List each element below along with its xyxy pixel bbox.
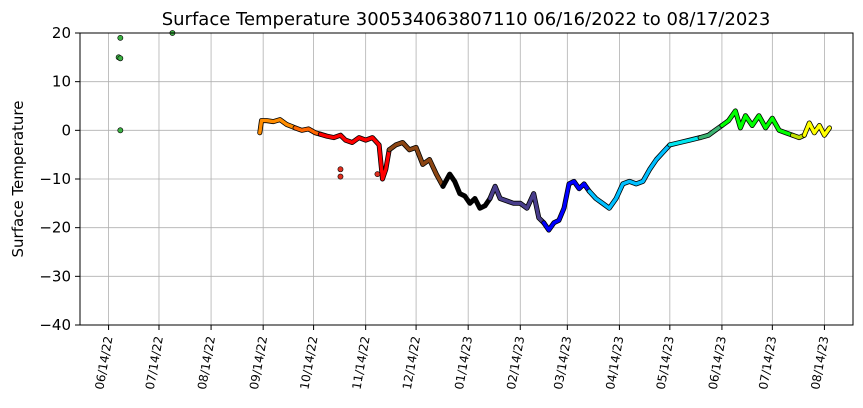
series-line-6 [542,179,591,232]
series-line-0 [258,117,297,135]
series-line-4 [441,172,492,210]
series-line-5 [488,184,546,225]
y-tick-label: −20 [39,219,71,237]
outlier-point [374,171,381,178]
series-line-1 [293,126,322,136]
y-axis-label: Surface Temperature [9,101,27,258]
series-line-9 [698,123,724,140]
y-tick-label: −10 [39,170,71,188]
y-tick-label: 0 [61,121,71,139]
outlier-point [337,166,344,173]
series-line-2 [318,132,391,181]
series-layer [257,108,832,233]
y-tick-label: 10 [52,73,71,91]
series-line-3 [387,140,445,189]
series-line-7 [587,143,672,210]
series-line-12 [802,121,832,137]
outlier-point [337,173,344,180]
outlier-point [117,127,124,134]
y-tick-label: −40 [39,316,71,334]
series-line-10 [720,109,795,137]
y-tick-label: −30 [39,267,71,285]
outlier-point [117,34,124,41]
y-axis-ticks: 20 10 0 −10 −20 −30 −40 [39,24,80,334]
chart-title: Surface Temperature 300534063807110 06/1… [162,9,771,30]
outlier-point [117,55,124,62]
series-line-8 [668,135,702,147]
grid [80,32,853,326]
y-tick-label: 20 [52,24,71,42]
